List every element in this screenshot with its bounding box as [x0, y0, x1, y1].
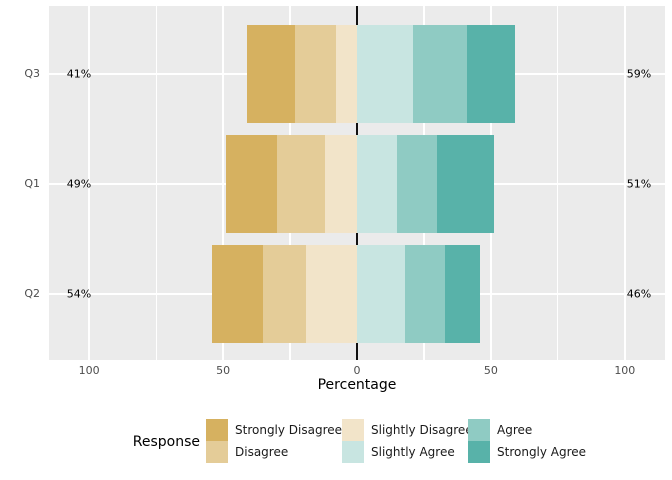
legend-title: Response	[132, 434, 200, 450]
gridline-major	[88, 6, 90, 360]
bar-segment	[295, 25, 336, 123]
legend-key-swatch	[206, 441, 228, 463]
legend-column: Slightly Disagree Slightly Agree	[342, 419, 473, 463]
legend-item: Disagree	[206, 441, 336, 463]
legend-key-swatch	[206, 419, 228, 441]
x-axis-tick-label: 50	[216, 364, 231, 377]
legend-label: Slightly Agree	[371, 445, 455, 459]
bar-segment	[247, 25, 296, 123]
x-axis-tick-label: 100	[78, 364, 100, 377]
bar-segment	[276, 135, 325, 233]
legend-column: Strongly Disagree Disagree	[206, 419, 342, 463]
left-total-label: 41%	[66, 67, 92, 81]
gridline-minor	[155, 6, 157, 360]
bar-segment	[466, 25, 515, 123]
bar-segment	[357, 245, 406, 343]
x-axis-tick-label: 100	[614, 364, 636, 377]
legend-label: Slightly Disagree	[371, 423, 473, 437]
legend-key-swatch	[342, 419, 364, 441]
legend-item: Agree	[468, 419, 598, 441]
bar-segment	[306, 245, 357, 343]
legend-item: Strongly Agree	[468, 441, 598, 463]
x-axis-tick-label: 0	[353, 364, 361, 377]
bar-segment	[437, 135, 494, 233]
right-total-label: 46%	[626, 287, 652, 301]
legend-key-swatch	[468, 419, 490, 441]
bar-segment	[225, 135, 277, 233]
bar-segment	[357, 25, 414, 123]
left-total-label: 54%	[66, 287, 92, 301]
right-total-label: 51%	[626, 177, 652, 191]
bar-segment	[212, 245, 264, 343]
legend-item: Slightly Agree	[342, 441, 472, 463]
bar-segment	[445, 245, 481, 343]
x-axis-tick-label: 50	[483, 364, 498, 377]
bar-segment	[397, 135, 438, 233]
legend-item: Slightly Disagree	[342, 419, 473, 441]
gridline-minor	[557, 6, 559, 360]
bar-segment	[413, 25, 467, 123]
right-total-label: 59%	[626, 67, 652, 81]
legend-label: Agree	[497, 423, 533, 437]
gridline-major	[222, 6, 224, 360]
left-total-label: 49%	[66, 177, 92, 191]
legend-key-swatch	[342, 441, 364, 463]
bar-segment	[405, 245, 446, 343]
legend-column: Agree Strongly Agree	[468, 419, 598, 463]
bar-segment	[357, 135, 398, 233]
legend-label: Strongly Agree	[497, 445, 587, 459]
x-axis-title: Percentage	[317, 377, 397, 393]
bar-segment	[324, 135, 357, 233]
category-label: Q1	[24, 177, 40, 190]
legend-label: Disagree	[235, 445, 289, 459]
legend-label: Strongly Disagree	[235, 423, 343, 437]
plot-panel	[49, 6, 665, 360]
legend-item: Strongly Disagree	[206, 419, 342, 441]
gridline-major	[624, 6, 626, 360]
category-label: Q3	[24, 67, 40, 80]
legend-key-swatch	[468, 441, 490, 463]
bar-segment	[263, 245, 307, 343]
zero-reference-line	[356, 6, 358, 360]
category-label: Q2	[24, 287, 40, 300]
bar-segment	[335, 25, 357, 123]
